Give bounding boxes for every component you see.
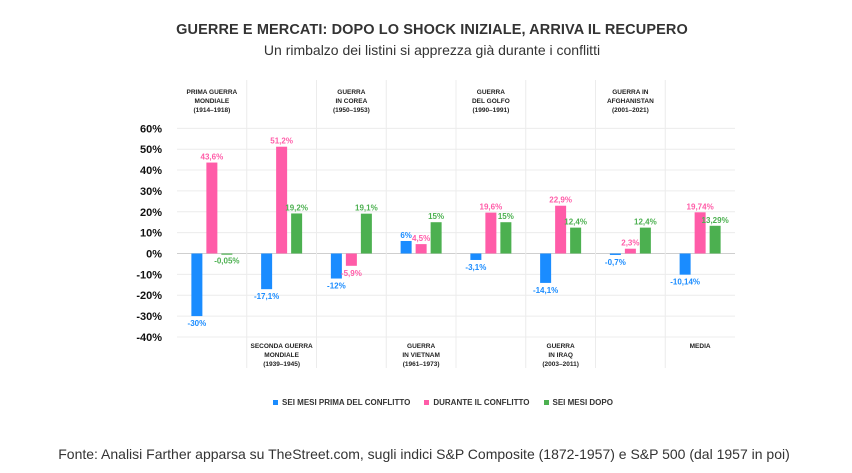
data-label: 43,6% [201,153,224,162]
y-tick-label: 20% [140,207,162,219]
category-label: IN VIETNAM [402,352,440,359]
legend-swatch [273,399,279,405]
bar [430,222,442,254]
category-label: GUERRA [407,343,435,350]
category-label: (1950–1953) [333,107,370,114]
data-label: 15% [428,212,444,221]
bar [470,253,482,260]
category-label: (1961–1973) [403,361,440,368]
data-label: 51,2% [270,137,293,146]
bar [345,253,357,266]
bar [206,162,218,254]
bar [485,212,497,254]
category-label: GUERRA [547,343,575,350]
data-label: -3,1% [465,263,486,272]
data-label: 12,4% [634,218,657,227]
bar [360,213,372,254]
data-label: -30% [188,319,207,328]
legend-label: SEI MESI DOPO [552,398,613,408]
legend-item: DURANTE IL CONFLITTO [424,398,530,408]
data-label: -14,1% [533,286,558,295]
category-label: IN COREA [335,98,367,105]
bar [694,212,706,254]
bar [261,253,273,290]
data-label: 19,2% [285,203,308,212]
y-tick-label: -40% [136,332,162,344]
data-label: 2,3% [621,239,639,248]
category-label: (1939–1945) [263,361,300,368]
data-label: -10,14% [670,278,700,287]
category-label: MEDIA [690,343,711,350]
data-label: -12% [327,282,346,291]
source-note: Fonte: Analisi Farther apparsa su TheStr… [58,446,790,462]
category-label: (1914–1918) [193,107,230,114]
category-label: DEL GOLFO [472,98,510,105]
data-label: 12,4% [564,218,587,227]
bar [500,222,512,254]
data-label: 4,5% [412,234,430,243]
bar [400,240,412,254]
category-label: GUERRA IN [612,89,649,96]
legend-label: DURANTE IL CONFLITTO [433,398,530,408]
y-tick-label: 50% [140,144,162,156]
bar [191,253,203,317]
bar [709,225,721,254]
bar [330,253,342,279]
legend-label: SEI MESI PRIMA DEL CONFLITTO [282,398,411,408]
data-label: 19,6% [480,203,503,212]
bar [291,213,303,254]
bar [276,146,288,254]
bar [415,244,427,254]
bar [221,253,233,255]
data-label: -5,9% [341,269,362,278]
category-label: PRIMA GUERRA [187,89,238,96]
data-label: -0,7% [605,258,626,267]
legend-item: SEI MESI DOPO [543,398,613,408]
y-tick-label: 30% [140,186,162,198]
y-tick-label: 0% [146,249,162,261]
legend: SEI MESI PRIMA DEL CONFLITTO DURANTE IL C… [0,398,852,407]
bar [609,253,621,255]
bar [555,205,567,254]
data-label: 19,1% [355,204,378,213]
category-label: GUERRA [477,89,505,96]
y-tick-label: 10% [140,228,162,240]
category-label: (2001–2021) [612,107,649,114]
y-tick-label: -20% [136,290,162,302]
legend-swatch [424,399,430,405]
category-label: MONDIALE [195,98,230,105]
data-label: -17,1% [254,292,279,301]
data-label: 6% [400,231,412,240]
bar [679,253,691,275]
data-label: 15% [498,212,514,221]
data-label: -0,05% [214,257,239,266]
y-tick-label: -30% [136,311,162,323]
chart-title: GUERRE E MERCATI: DOPO LO SHOCK INIZIALE… [176,22,688,38]
category-label: AFGHANISTAN [607,98,654,105]
category-label: MONDIALE [264,352,299,359]
data-label: 13,29% [702,216,729,225]
data-label: 19,74% [687,202,714,211]
category-label: GUERRA [337,89,365,96]
bar [540,253,552,283]
bar [624,248,636,254]
y-tick-label: 60% [140,123,162,135]
chart-subtitle: Un rimbalzo dei listini si apprezza già … [263,42,601,58]
legend-item: SEI MESI PRIMA DEL CONFLITTO [273,398,410,407]
y-tick-label: 40% [140,165,162,177]
legend-swatch [543,399,549,405]
bar [570,227,582,254]
bar [639,227,651,254]
category-label: (2003–2011) [542,361,579,368]
y-tick-label: -10% [136,269,162,281]
category-label: IN IRAQ [548,352,573,359]
data-label: 22,9% [549,196,572,205]
category-label: SECONDA GUERRA [251,343,314,350]
category-label: (1990–1991) [472,107,509,114]
